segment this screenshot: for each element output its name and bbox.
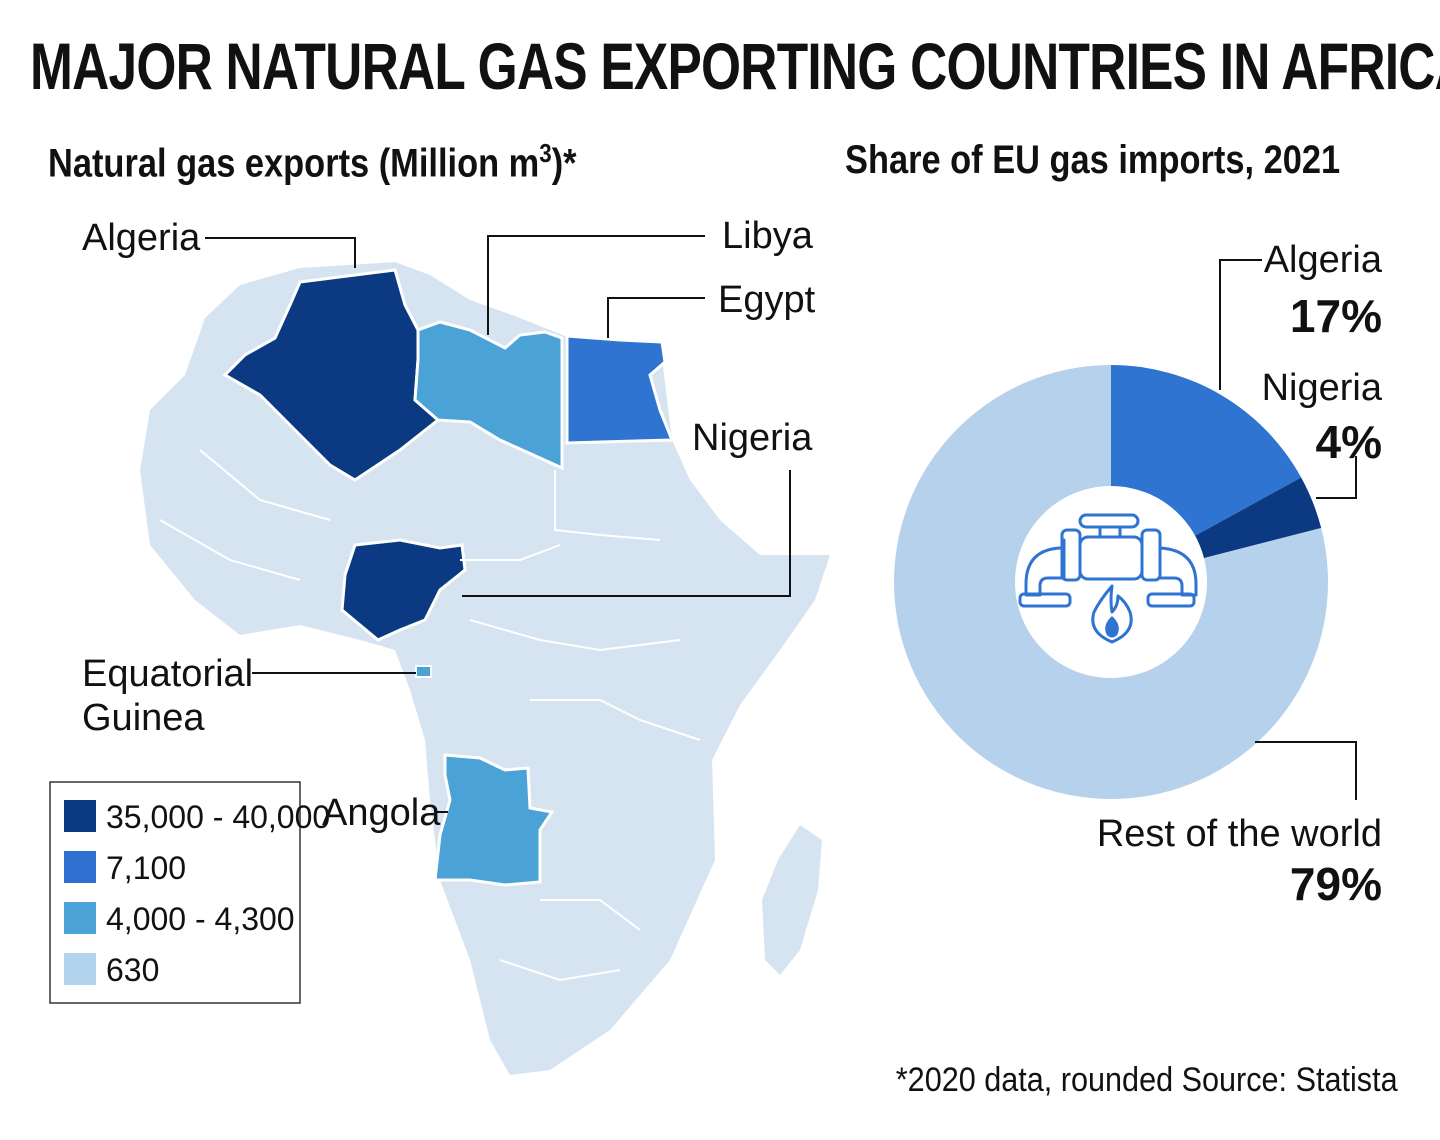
footnote-source: *2020 data, rounded Source: Statista bbox=[896, 1061, 1398, 1099]
libya-shape bbox=[413, 320, 564, 471]
legend-swatch-4 bbox=[64, 953, 96, 985]
equatorial-guinea-map-label-line1: Equatorial bbox=[82, 653, 253, 695]
pie-label-nigeria: Nigeria bbox=[1262, 367, 1383, 409]
icon-right-pipe-end bbox=[1146, 592, 1196, 608]
border-line bbox=[554, 470, 661, 541]
legend-swatch-3 bbox=[64, 902, 96, 934]
gas-pipeline-flame-icon bbox=[1018, 513, 1198, 644]
legend-swatch-2 bbox=[64, 851, 96, 883]
madagascar-shape bbox=[762, 825, 822, 975]
libya-leader bbox=[487, 235, 705, 335]
border-line bbox=[530, 699, 701, 741]
pie-label-algeria: Algeria bbox=[1264, 239, 1383, 281]
pie-value-rest-of-world: 79% bbox=[1290, 858, 1382, 910]
legend-label-2: 7,100 bbox=[106, 850, 186, 886]
border-line bbox=[499, 959, 621, 982]
equatorial-guinea-map-label-line2: Guinea bbox=[82, 697, 205, 739]
egypt-shape bbox=[565, 334, 675, 445]
libya-map-label: Libya bbox=[722, 215, 814, 257]
map-subtitle-tail: )* bbox=[551, 141, 577, 186]
icon-left-pipe-end bbox=[1018, 592, 1072, 608]
map-legend: 35,000 - 40,000 7,100 4,000 - 4,300 630 bbox=[49, 781, 330, 1004]
border-line bbox=[199, 449, 331, 521]
icon-flame-inner bbox=[1105, 616, 1119, 638]
page-title: MAJOR NATURAL GAS EXPORTING COUNTRIES IN… bbox=[30, 29, 1440, 103]
algeria-pie-leader bbox=[1219, 259, 1262, 390]
algeria-map-label: Algeria bbox=[82, 217, 201, 259]
map-subtitle: Natural gas exports (Million m3)* bbox=[48, 138, 577, 186]
country-borders bbox=[159, 449, 701, 982]
africa-map bbox=[140, 262, 830, 1075]
nigeria-shape bbox=[340, 538, 467, 642]
rest-pie-leader bbox=[1255, 741, 1357, 800]
pie-subtitle: Share of EU gas imports, 2021 bbox=[845, 138, 1341, 182]
border-line bbox=[469, 619, 681, 652]
nigeria-map-label: Nigeria bbox=[692, 417, 813, 459]
nigeria-pie-leader bbox=[1316, 456, 1357, 499]
pie-label-rest-of-world: Rest of the world bbox=[1097, 813, 1382, 855]
border-line bbox=[460, 544, 561, 561]
africa-base-landmass bbox=[140, 262, 830, 1075]
pie-value-algeria: 17% bbox=[1290, 290, 1382, 342]
egypt-map-label: Egypt bbox=[718, 279, 816, 321]
legend-swatch-1 bbox=[64, 800, 96, 832]
icon-valve-handle bbox=[1078, 513, 1140, 529]
map-leader-lines bbox=[205, 235, 791, 813]
legend-label-4: 630 bbox=[106, 952, 159, 988]
pie-value-nigeria: 4% bbox=[1316, 416, 1382, 468]
legend-label-1: 35,000 - 40,000 bbox=[106, 799, 330, 835]
algeria-shape bbox=[222, 268, 441, 482]
icon-left-pipe bbox=[1024, 538, 1066, 597]
border-line bbox=[540, 899, 641, 931]
icon-flame-outer bbox=[1091, 584, 1133, 644]
algeria-leader bbox=[205, 237, 356, 268]
map-subtitle-main: Natural gas exports (Million m bbox=[48, 141, 540, 186]
pie-leader-lines bbox=[1219, 259, 1357, 800]
icon-left-flange bbox=[1060, 528, 1082, 582]
icon-right-flange bbox=[1140, 528, 1162, 582]
angola-map-label: Angola bbox=[322, 792, 441, 834]
border-line bbox=[159, 519, 301, 581]
equatorial-guinea-shape bbox=[415, 665, 432, 678]
map-subtitle-superscript: 3 bbox=[539, 138, 552, 168]
egypt-leader bbox=[607, 297, 705, 338]
nigeria-leader bbox=[462, 470, 791, 597]
legend-label-3: 4,000 - 4,300 bbox=[106, 901, 295, 937]
